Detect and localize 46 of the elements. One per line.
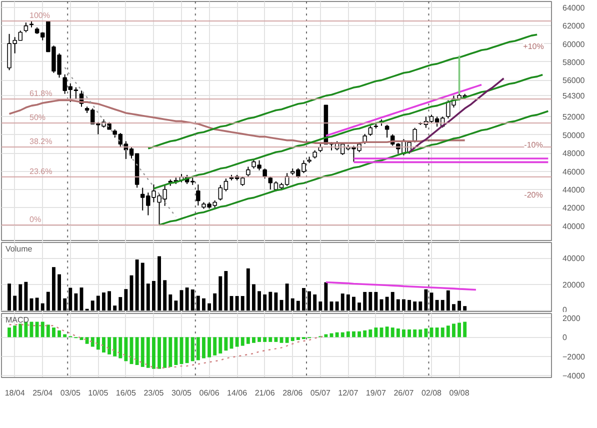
x-tick-label: 23/05	[144, 388, 164, 398]
x-tick-label: 28/06	[282, 388, 304, 398]
x-tick-label: 03/05	[60, 388, 81, 398]
x-tick-label: 21/06	[254, 388, 276, 398]
y-tick-label: 56000	[562, 76, 586, 86]
y-tick-label: 60000	[562, 40, 586, 49]
x-tick-label: 25/04	[32, 388, 54, 398]
annotation: 0%	[30, 215, 42, 224]
y-tick-label: 50000	[562, 130, 586, 140]
annotation: 50%	[30, 113, 46, 122]
y-tick-label: −4000	[562, 372, 586, 381]
y-tick-label: 58000	[562, 58, 586, 67]
chart-title: MACD	[6, 316, 30, 324]
annotation: -10%	[524, 140, 543, 150]
x-tick-label: 06/06	[199, 388, 220, 398]
y-tick-label: 62000	[562, 22, 586, 31]
x-tick-label: 02/08	[421, 388, 442, 398]
y-tick-label: 44000	[562, 185, 586, 194]
x-tick-label: 12/07	[338, 388, 359, 398]
y-tick-label: 48000	[562, 149, 586, 158]
y-tick-label: 64000	[562, 3, 586, 12]
y-tick-label: −2000	[562, 352, 586, 362]
x-tick-label: 30/05	[171, 388, 192, 398]
x-tick-label: 16/05	[116, 388, 137, 398]
chart-title: Volume	[6, 244, 33, 254]
y-tick-label: 40000	[562, 254, 586, 264]
x-tick-label: 09/08	[449, 388, 470, 398]
y-tick-label: 2000	[562, 314, 581, 323]
y-tick-label: 46000	[562, 167, 586, 176]
y-tick-label: 40000	[562, 222, 586, 231]
x-tick-label: 05/07	[310, 388, 331, 398]
annotation: 61.8%	[30, 88, 52, 98]
x-tick-label: 14/06	[227, 388, 248, 398]
y-tick-label: 0	[562, 333, 568, 342]
x-tick-label: 26/07	[394, 388, 414, 398]
y-tick-label: 54300	[562, 92, 586, 101]
y-tick-label: 42000	[562, 204, 586, 213]
annotation: 100%	[30, 10, 50, 20]
x-tick-label: 19/07	[366, 388, 387, 398]
annotation: -20%	[524, 190, 543, 200]
annotation: 38.2%	[30, 137, 52, 146]
x-tick-label: 10/05	[88, 388, 109, 398]
x-tick-label: 18/04	[4, 388, 26, 398]
annotation: 23.6%	[30, 166, 52, 176]
y-tick-label: 20000	[562, 280, 586, 290]
y-tick-label: 52000	[562, 112, 586, 122]
